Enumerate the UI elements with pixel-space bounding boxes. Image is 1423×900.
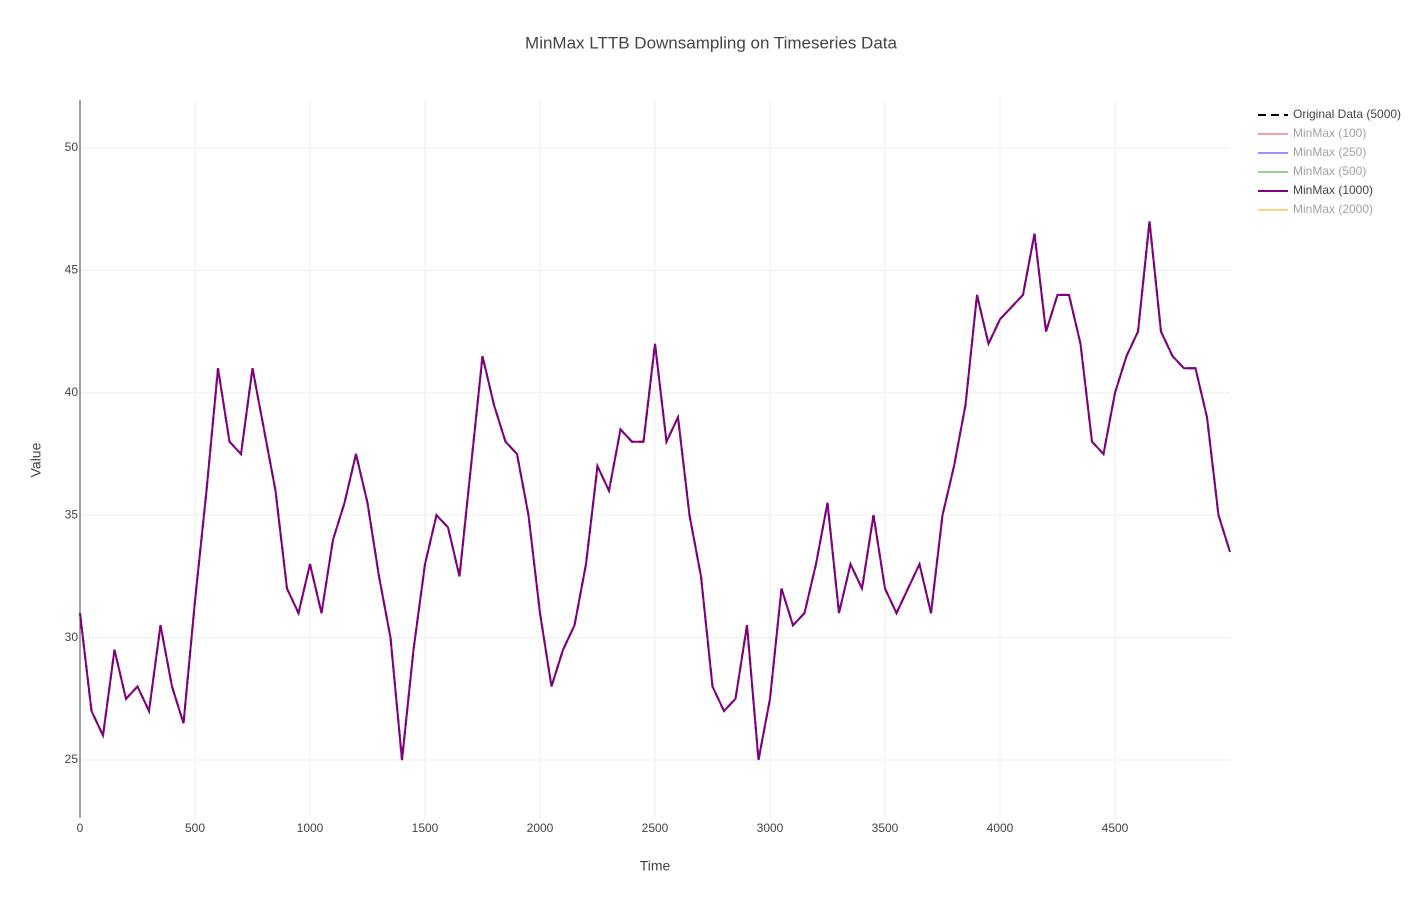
- legend-label[interactable]: MinMax (250): [1293, 145, 1366, 159]
- x-tick-label: 0: [77, 821, 84, 835]
- x-tick-label: 1000: [297, 821, 324, 835]
- y-tick-label: 50: [65, 140, 79, 154]
- x-axis-title: Time: [640, 858, 671, 874]
- y-axis-title: Value: [28, 442, 44, 477]
- y-tick-label: 30: [65, 630, 79, 644]
- data-line: [79, 221, 1231, 761]
- legend-label[interactable]: MinMax (100): [1293, 126, 1366, 140]
- y-tick-label: 40: [65, 385, 79, 399]
- x-tick-label: 4500: [1102, 821, 1129, 835]
- legend-label[interactable]: MinMax (500): [1293, 164, 1366, 178]
- chart-title: MinMax LTTB Downsampling on Timeseries D…: [525, 33, 897, 52]
- x-tick-label: 4000: [987, 821, 1014, 835]
- x-tick-label: 3000: [757, 821, 784, 835]
- legend-label[interactable]: Original Data (5000): [1293, 107, 1401, 121]
- x-tick-label: 1500: [412, 821, 439, 835]
- x-tick-label: 2000: [527, 821, 554, 835]
- y-tick-label: 35: [65, 507, 79, 521]
- y-tick-label: 45: [65, 263, 79, 277]
- x-tick-label: 3500: [872, 821, 899, 835]
- legend-label[interactable]: MinMax (1000): [1293, 183, 1373, 197]
- x-tick-label: 2500: [642, 821, 669, 835]
- x-tick-label: 500: [185, 821, 205, 835]
- y-tick-label: 25: [65, 752, 79, 766]
- legend-label[interactable]: MinMax (2000): [1293, 202, 1373, 216]
